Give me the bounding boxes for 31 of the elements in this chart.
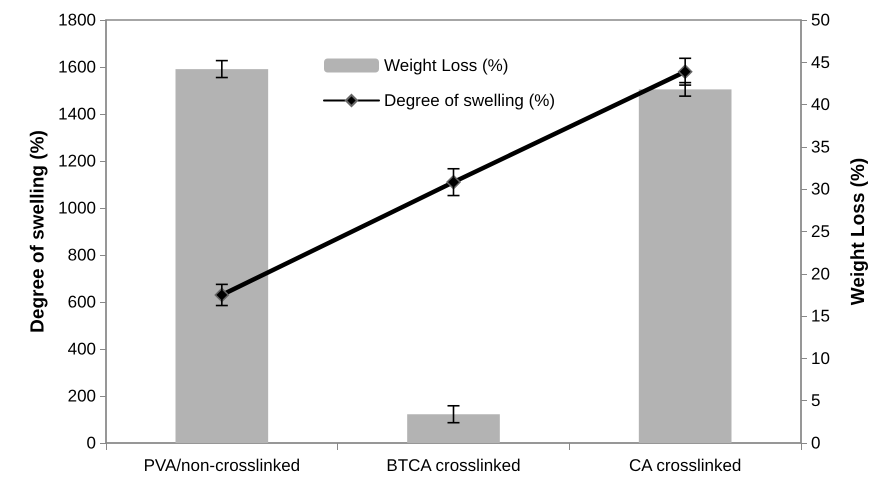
y-tick-label: 400 (68, 340, 96, 358)
y-tick-label: 1600 (58, 58, 96, 76)
y2-axis-title: Weight Loss (%) (848, 158, 869, 306)
legend-label: Degree of swelling (%) (384, 91, 556, 110)
legend-label: Weight Loss (%) (384, 56, 508, 75)
y2-tick-label: 30 (811, 180, 830, 199)
y2-tick-label: 25 (811, 222, 830, 241)
y-tick-label: 1200 (58, 152, 96, 170)
y-tick-label: 600 (68, 292, 96, 312)
y2-tick-label: 35 (811, 137, 830, 156)
y-axis-title: Degree of swelling (%) (27, 130, 48, 333)
y2-tick-label: 5 (811, 391, 820, 410)
x-tick-label: BTCA crosslinked (386, 456, 521, 475)
bar (407, 414, 500, 443)
y2-tick-label: 20 (811, 264, 830, 284)
y2-tick-label: 0 (811, 434, 820, 452)
y-tick-label: 0 (86, 434, 96, 452)
x-tick-label: CA crosslinked (628, 456, 742, 475)
y-tick-label: 1000 (58, 198, 96, 218)
y2-tick-label: 45 (811, 52, 830, 72)
y-tick-label: 1800 (58, 10, 96, 30)
y2-tick-label: 10 (811, 348, 830, 368)
y2-tick-label: 50 (811, 10, 830, 30)
bar (638, 89, 732, 443)
y-tick-label: 800 (68, 246, 96, 264)
y2-tick-label: 15 (811, 306, 830, 326)
x-tick-label: PVA/non-crosslinked (144, 456, 300, 475)
bar (176, 69, 268, 443)
y2-tick-label: 40 (811, 95, 830, 114)
y-tick-label: 200 (68, 386, 96, 406)
y-tick-label: 1400 (58, 104, 96, 124)
